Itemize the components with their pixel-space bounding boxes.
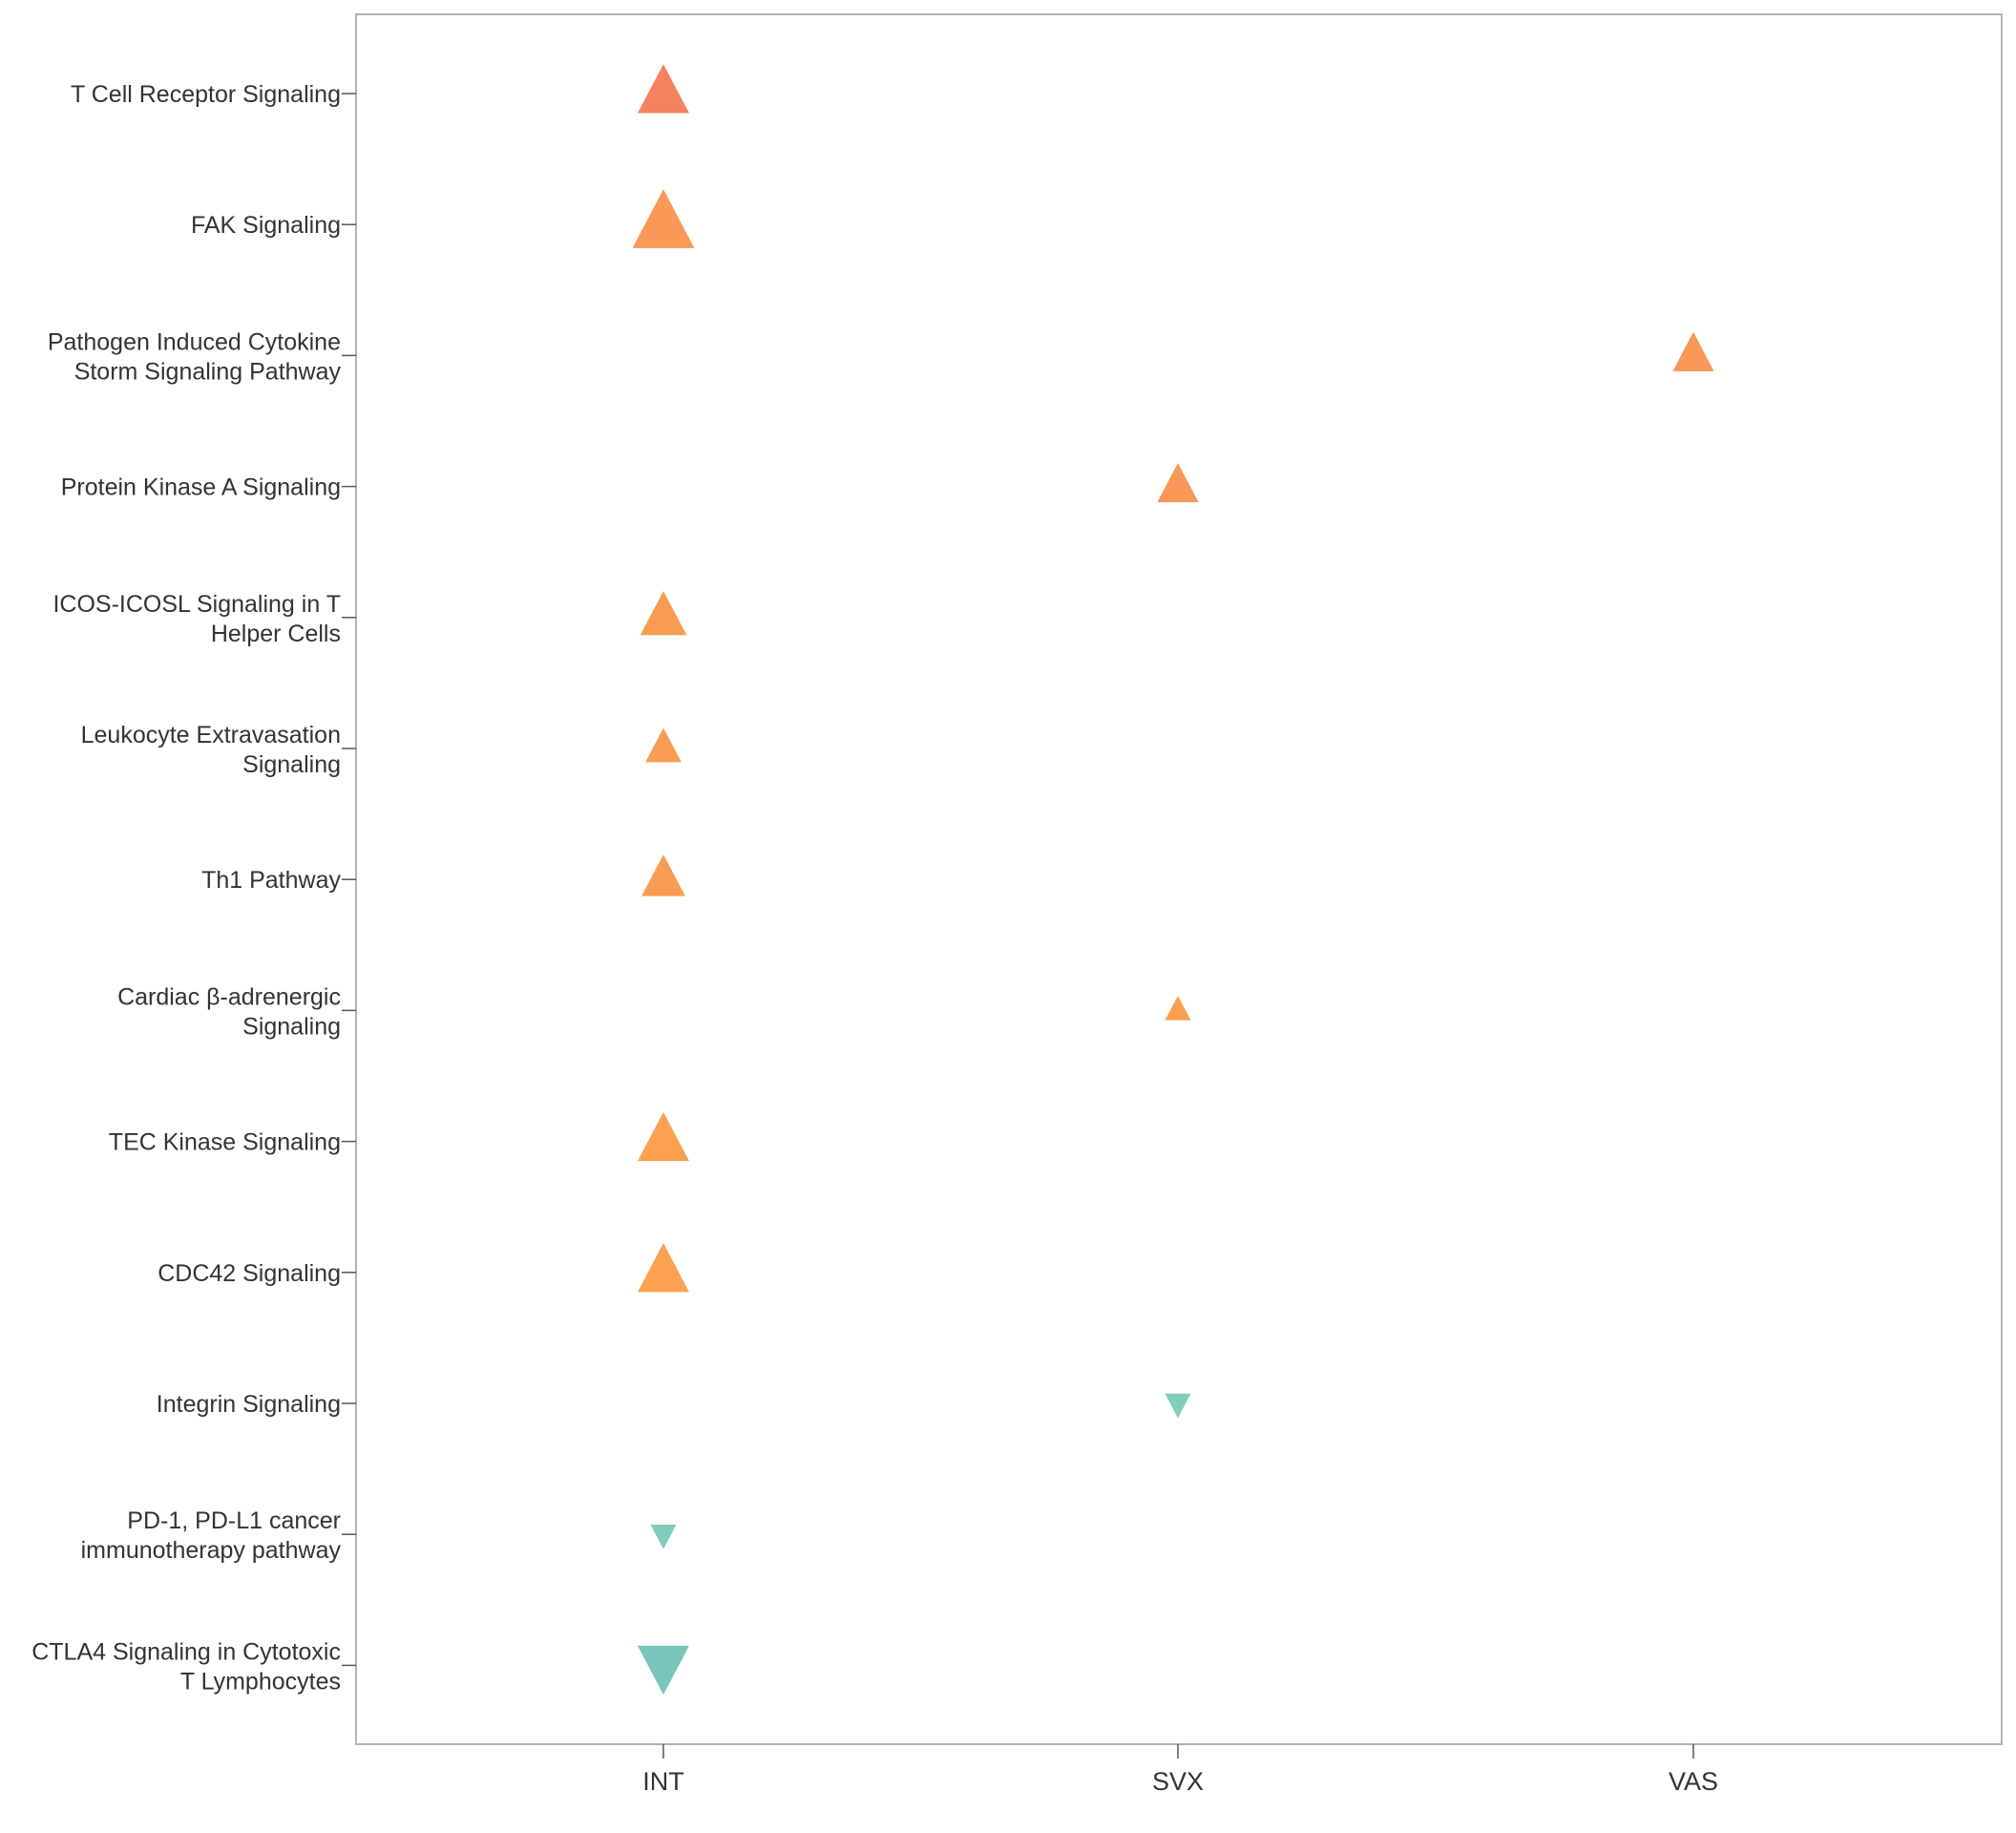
y-tick-label-line: Storm Signaling Pathway (74, 358, 342, 385)
y-tick-label-line: CDC42 Signaling (158, 1260, 341, 1287)
y-tick-label-line: Cardiac β-adrenergic (117, 983, 341, 1010)
y-tick-label-line: TEC Kinase Signaling (109, 1129, 341, 1156)
y-tick-label: T Cell Receptor Signaling (71, 81, 341, 108)
y-tick-label: FAK Signaling (191, 212, 341, 239)
y-tick-label: Integrin Signaling (157, 1391, 341, 1418)
y-tick-label-line: Th1 Pathway (201, 867, 341, 894)
x-tick-label: INT (642, 1767, 684, 1796)
y-tick-label-line: Pathogen Induced Cytokine (48, 328, 341, 355)
y-tick-label: Th1 Pathway (201, 867, 341, 894)
y-tick-label-line: Helper Cells (211, 621, 341, 647)
y-tick-label-line: immunotherapy pathway (81, 1537, 342, 1564)
y-tick-label-line: T Lymphocytes (180, 1668, 341, 1695)
y-tick-label: TEC Kinase Signaling (109, 1129, 341, 1156)
x-tick-label: SVX (1152, 1767, 1204, 1796)
triangle-up-marker (1165, 996, 1191, 1021)
triangle-up-marker (638, 64, 689, 114)
y-tick-label: CDC42 Signaling (158, 1260, 341, 1287)
y-tick-label: Pathogen Induced Cytokine Storm Signaling… (48, 328, 342, 385)
plot-panel (355, 13, 2003, 1745)
y-tick-label: Leukocyte Extravasation Signaling (81, 722, 341, 778)
x-tick-label: VAS (1669, 1767, 1718, 1796)
triangle-up-marker (641, 854, 685, 896)
y-axis: T Cell Receptor Signaling FAK Signaling Pa… (32, 81, 356, 1695)
y-tick-label-line: ICOS-ICOSL Signaling in T (52, 591, 341, 618)
y-tick-label-line: Leukocyte Extravasation (81, 722, 341, 748)
triangle-down-marker (1165, 1393, 1191, 1419)
y-tick-label-line: PD-1, PD-L1 cancer (127, 1507, 341, 1534)
y-tick-label: ICOS-ICOSL Signaling in T Helper Cells (52, 591, 341, 647)
triangle-up-marker (640, 591, 687, 636)
y-tick-label-line: Signaling (242, 1013, 341, 1040)
y-tick-label-line: Signaling (242, 751, 341, 778)
y-tick-label-line: FAK Signaling (191, 212, 341, 239)
triangle-up-marker (645, 727, 682, 763)
triangle-down-marker (638, 1645, 689, 1696)
triangle-up-marker (638, 1111, 689, 1162)
triangle-up-marker (1157, 462, 1199, 503)
triangle-up-marker (1672, 331, 1714, 371)
markers (632, 64, 1714, 1696)
triangle-down-marker (650, 1524, 677, 1549)
y-tick-label-line: Protein Kinase A Signaling (61, 474, 341, 501)
y-tick-label-line: Integrin Signaling (157, 1391, 341, 1418)
y-tick-label-line: CTLA4 Signaling in Cytotoxic (32, 1638, 341, 1665)
y-tick-label: CTLA4 Signaling in Cytotoxic T Lymphocyte… (32, 1638, 341, 1695)
triangle-up-marker (632, 189, 695, 248)
triangle-up-marker (638, 1243, 689, 1293)
y-tick-label: Cardiac β-adrenergic Signaling (117, 983, 341, 1040)
y-tick-label-line: T Cell Receptor Signaling (71, 81, 341, 108)
x-axis: INT SVX VAS (642, 1744, 1718, 1796)
y-tick-label: Protein Kinase A Signaling (61, 474, 341, 501)
y-tick-label: PD-1, PD-L1 cancer immunotherapy pathway (81, 1507, 342, 1564)
